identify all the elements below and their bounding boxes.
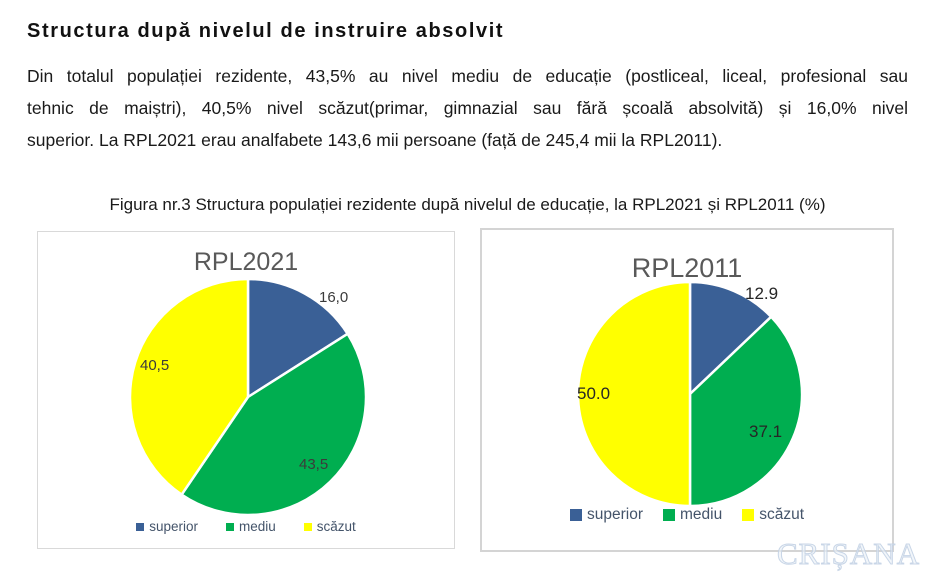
chart-title-rpl2021: RPL2021 [193, 248, 299, 276]
legend-item-mediu: mediu [225, 519, 276, 534]
figure-caption: Figura nr.3 Structura populației reziden… [109, 195, 826, 214]
paragraph-line-3: superior. La RPL2021 erau analfabete 143… [27, 130, 723, 150]
watermark: CRIȘANA [776, 536, 921, 572]
pie-slice-scăzut [128, 277, 250, 496]
pie-label-mediu-rpl2011: 37.1 [749, 422, 783, 441]
pie-label-superior-rpl2021: 16,0 [319, 289, 349, 306]
legend-rpl2021: superior mediu scăzut [38, 519, 454, 534]
pie-slice-superior [246, 277, 349, 399]
pie-label-superior-rpl2011: 12.9 [745, 284, 779, 303]
legend-label-superior: superior [586, 506, 643, 523]
legend-label-mediu: mediu [238, 519, 276, 534]
chart-panel-rpl2021: RPL2021 16,0 40,5 43,5 superior mediu sc… [37, 231, 455, 549]
pie-label-scazut-rpl2021: 40,5 [140, 357, 170, 374]
legend-swatch-scazut [742, 509, 755, 521]
legend-item-mediu: mediu [662, 506, 723, 524]
paragraph-line-1: Din totalul populației rezidente, 43,5% … [27, 66, 908, 86]
legend-swatch-mediu [662, 509, 675, 521]
chart-panel-rpl2011: RPL2011 12.9 50.0 37.1 superior mediu sc… [480, 228, 894, 552]
legend-swatch-superior [569, 509, 582, 521]
legend-swatch-mediu [225, 522, 234, 531]
pie-slice-scăzut [576, 280, 692, 508]
legend-label-mediu: mediu [679, 506, 723, 523]
pie-chart-rpl2021 [128, 277, 368, 517]
legend-label-scazut: scăzut [759, 506, 805, 523]
paragraph-line-2: tehnic de maiștri), 40,5% nivel scăzut(p… [27, 98, 908, 118]
pie-label-mediu-rpl2021: 43,5 [299, 456, 329, 473]
legend-item-scazut: scăzut [303, 519, 356, 534]
pie-chart-rpl2011 [576, 280, 804, 508]
intro-paragraph: Din totalul populației rezidente, 43,5% … [27, 60, 908, 156]
legend-item-superior: superior [569, 506, 643, 524]
legend-item-scazut: scăzut [742, 506, 804, 524]
pie-slice-mediu [688, 315, 804, 508]
legend-label-scazut: scăzut [316, 519, 356, 534]
legend-rpl2011: superior mediu scăzut [482, 506, 892, 524]
pie-label-scazut-rpl2011: 50.0 [577, 384, 611, 403]
legend-label-superior: superior [149, 519, 198, 534]
legend-item-superior: superior [136, 519, 198, 534]
page-title: Structura după nivelul de instruire abso… [27, 20, 505, 42]
legend-swatch-scazut [303, 522, 312, 531]
chart-title-rpl2011: RPL2011 [631, 253, 743, 283]
legend-swatch-superior [136, 522, 145, 531]
pie-slice-mediu [180, 332, 368, 517]
pie-slice-superior [688, 280, 773, 396]
